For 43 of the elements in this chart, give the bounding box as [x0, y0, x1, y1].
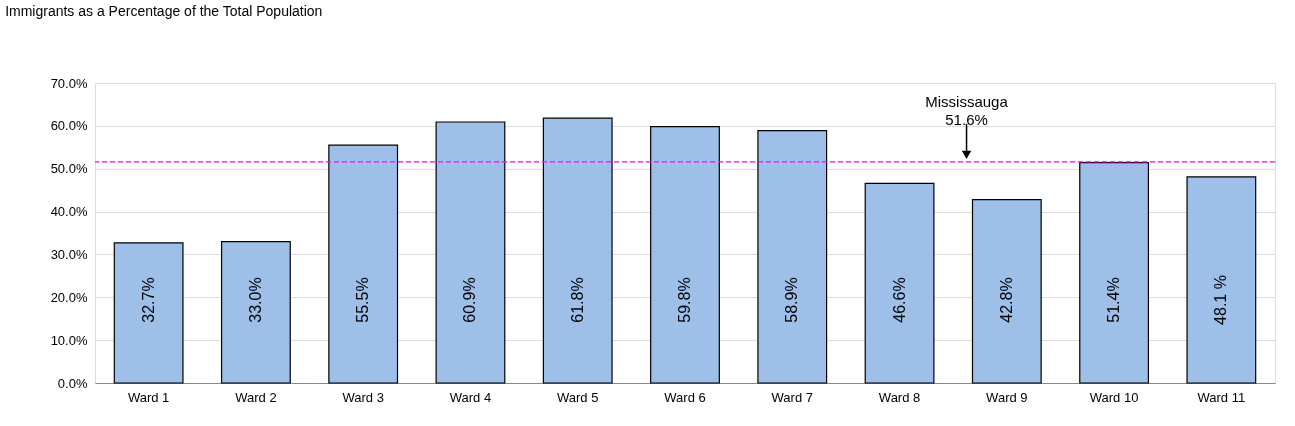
data-label: 61.8% — [568, 277, 586, 323]
data-label: 60.9% — [461, 277, 479, 323]
x-tick-label: Ward 2 — [235, 389, 277, 405]
x-tick-label: Ward 4 — [449, 389, 492, 405]
data-label: 42.8% — [997, 277, 1015, 323]
y-tick-label: 10.0% — [50, 332, 88, 348]
x-tick-label: Ward 11 — [1197, 389, 1246, 405]
x-tick-label: Ward 1 — [127, 389, 170, 405]
y-tick-label: 60.0% — [50, 118, 88, 134]
chart-title: Immigrants as a Percentage of the Total Population — [5, 3, 323, 19]
bar — [328, 144, 399, 384]
y-tick-label: 0.0% — [57, 375, 88, 391]
y-tick-label: 20.0% — [50, 289, 88, 305]
x-tick-label: Ward 3 — [342, 389, 384, 405]
y-tick-label: 70.0% — [50, 75, 88, 91]
bar — [1079, 162, 1150, 384]
x-tick-label: Ward 7 — [771, 389, 813, 405]
data-label: 48.1 % — [1212, 275, 1230, 325]
data-label: 59.8% — [676, 277, 693, 323]
data-label: 32.7% — [139, 277, 157, 323]
y-tick-label: 50.0% — [50, 161, 88, 177]
data-label: 58.9% — [783, 277, 801, 323]
bar — [113, 242, 184, 384]
data-label: 46.6% — [890, 277, 908, 323]
bar — [650, 126, 720, 384]
x-tick-label: Ward 10 — [1089, 389, 1139, 405]
bar — [971, 198, 1042, 384]
y-tick-label: 30.0% — [50, 246, 88, 262]
bar — [435, 121, 506, 384]
data-label: 51.4% — [1105, 277, 1123, 323]
x-tick-label: Ward 8 — [878, 389, 921, 405]
data-label: 33.0% — [246, 277, 264, 323]
x-tick-label: Ward 9 — [986, 389, 1028, 405]
bar — [220, 240, 291, 384]
y-tick-label: 40.0% — [50, 204, 88, 220]
bar — [864, 182, 935, 384]
bar — [1186, 176, 1257, 384]
bar — [542, 117, 613, 384]
bar — [757, 129, 828, 384]
ref-line-label: Mississauga 51.6% — [925, 92, 1009, 128]
data-label: 55.5% — [354, 277, 372, 323]
x-tick-label: Ward 5 — [557, 389, 599, 405]
x-tick-label: Ward 6 — [664, 389, 706, 405]
